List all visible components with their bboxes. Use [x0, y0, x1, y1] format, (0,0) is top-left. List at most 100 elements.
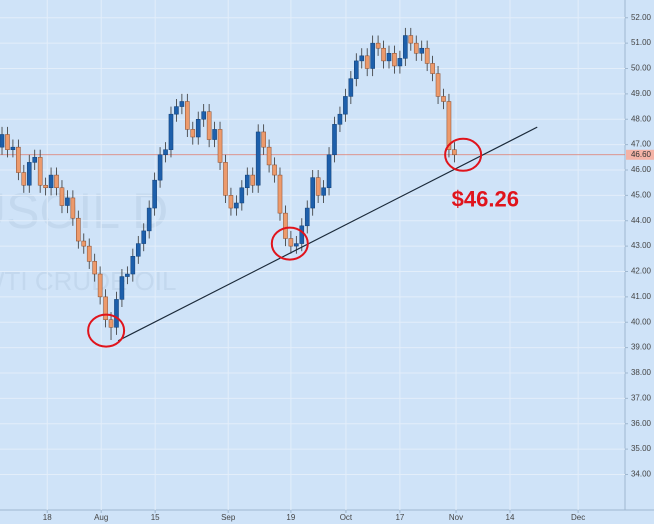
candle-body [119, 276, 125, 300]
candle-body [277, 174, 283, 214]
candle-body [65, 197, 70, 206]
candle-body [283, 212, 288, 239]
candle-body [266, 146, 272, 166]
candle-body [403, 35, 408, 59]
candle-body [37, 157, 43, 186]
y-tick-label: 49.00 [631, 89, 652, 98]
candle-body [212, 129, 217, 140]
candle-body [354, 60, 359, 79]
candle-body [174, 106, 179, 115]
candle-body [337, 113, 343, 125]
y-tick-label: 52.00 [631, 13, 652, 22]
price-annotation: $46.26 [452, 186, 519, 211]
candle-body [299, 225, 305, 244]
candle-body [228, 195, 234, 209]
candle-body [419, 47, 424, 54]
y-tick-label: 45.00 [631, 190, 652, 199]
candle-body [452, 149, 457, 156]
candle-body [261, 131, 266, 148]
candle-body [92, 261, 97, 275]
candle-body [125, 273, 130, 277]
y-tick-label: 43.00 [631, 241, 652, 250]
y-tick-label: 42.00 [631, 267, 652, 276]
candle-body [446, 101, 452, 150]
candle-body [244, 174, 250, 189]
y-tick-label: 44.00 [631, 216, 652, 225]
x-tick-label: 18 [43, 513, 52, 522]
candle-body [424, 47, 430, 64]
candle-body [348, 78, 354, 97]
highlight-circle [444, 137, 483, 172]
y-tick-label: 35.00 [631, 444, 652, 453]
candle-body [0, 134, 5, 148]
candle-body [430, 63, 435, 74]
candle-body [168, 113, 174, 150]
candle-body [130, 256, 136, 275]
y-tick-label: 36.00 [631, 419, 652, 428]
y-tick-label: 41.00 [631, 292, 652, 301]
y-tick-label: 38.00 [631, 368, 652, 377]
candle-body [54, 174, 59, 189]
candle-body [441, 96, 446, 102]
candle-body [179, 101, 185, 107]
x-tick-label: 17 [395, 513, 404, 522]
x-tick-label: 19 [286, 513, 295, 522]
candle-body [141, 230, 147, 244]
y-tick-label: 46.00 [631, 165, 652, 174]
candle-body [381, 47, 386, 62]
candle-body [195, 119, 201, 138]
candle-body [206, 111, 212, 140]
candle-body [48, 174, 54, 189]
x-tick-label: Nov [449, 513, 463, 522]
y-tick-label: 48.00 [631, 114, 652, 123]
x-tick-label: Aug [94, 513, 108, 522]
x-tick-label: Dec [571, 513, 585, 522]
candle-body [332, 124, 337, 156]
y-tick-label: 47.00 [631, 140, 652, 149]
candle-body [86, 245, 92, 262]
candle-body [108, 319, 114, 328]
trendline [117, 126, 538, 342]
x-tick-label: 14 [506, 513, 515, 522]
x-tick-label: Oct [340, 513, 353, 522]
candle-body [375, 42, 381, 49]
candle-body [392, 53, 397, 67]
candle-body [310, 177, 315, 209]
candle-body [321, 187, 326, 196]
candle-body [288, 238, 294, 247]
candle-body [70, 197, 76, 219]
y-tick-label: 51.00 [631, 38, 652, 47]
candle-body [304, 207, 310, 227]
candle-body [435, 73, 441, 97]
y-tick-label: 34.00 [631, 470, 652, 479]
candle-body [114, 299, 119, 328]
candle-body [157, 154, 163, 181]
y-tick-label: 39.00 [631, 343, 652, 352]
candle-body [326, 154, 332, 189]
candle-body [201, 111, 206, 120]
candle-body [103, 296, 108, 320]
candle-body [190, 129, 196, 138]
candle-body [32, 157, 38, 163]
candle-body [408, 35, 414, 44]
candle-body [26, 162, 32, 186]
candle-body [223, 162, 228, 196]
candle-body [59, 187, 65, 206]
candle-body [97, 273, 103, 298]
candle-body [294, 243, 299, 247]
watermark: WTI CRUDE OIL [0, 266, 176, 296]
candle-body [250, 174, 256, 186]
candle-body [234, 202, 239, 209]
last-price-box [626, 149, 654, 160]
candle-body [10, 146, 16, 150]
candle-body [163, 149, 168, 156]
x-tick-label: Sep [221, 513, 236, 522]
y-tick-label: 40.00 [631, 317, 652, 326]
candle-body [16, 146, 21, 173]
candle-body [21, 172, 27, 186]
candle-body [386, 53, 392, 62]
candle-body [217, 129, 223, 163]
candle-body [255, 131, 261, 186]
